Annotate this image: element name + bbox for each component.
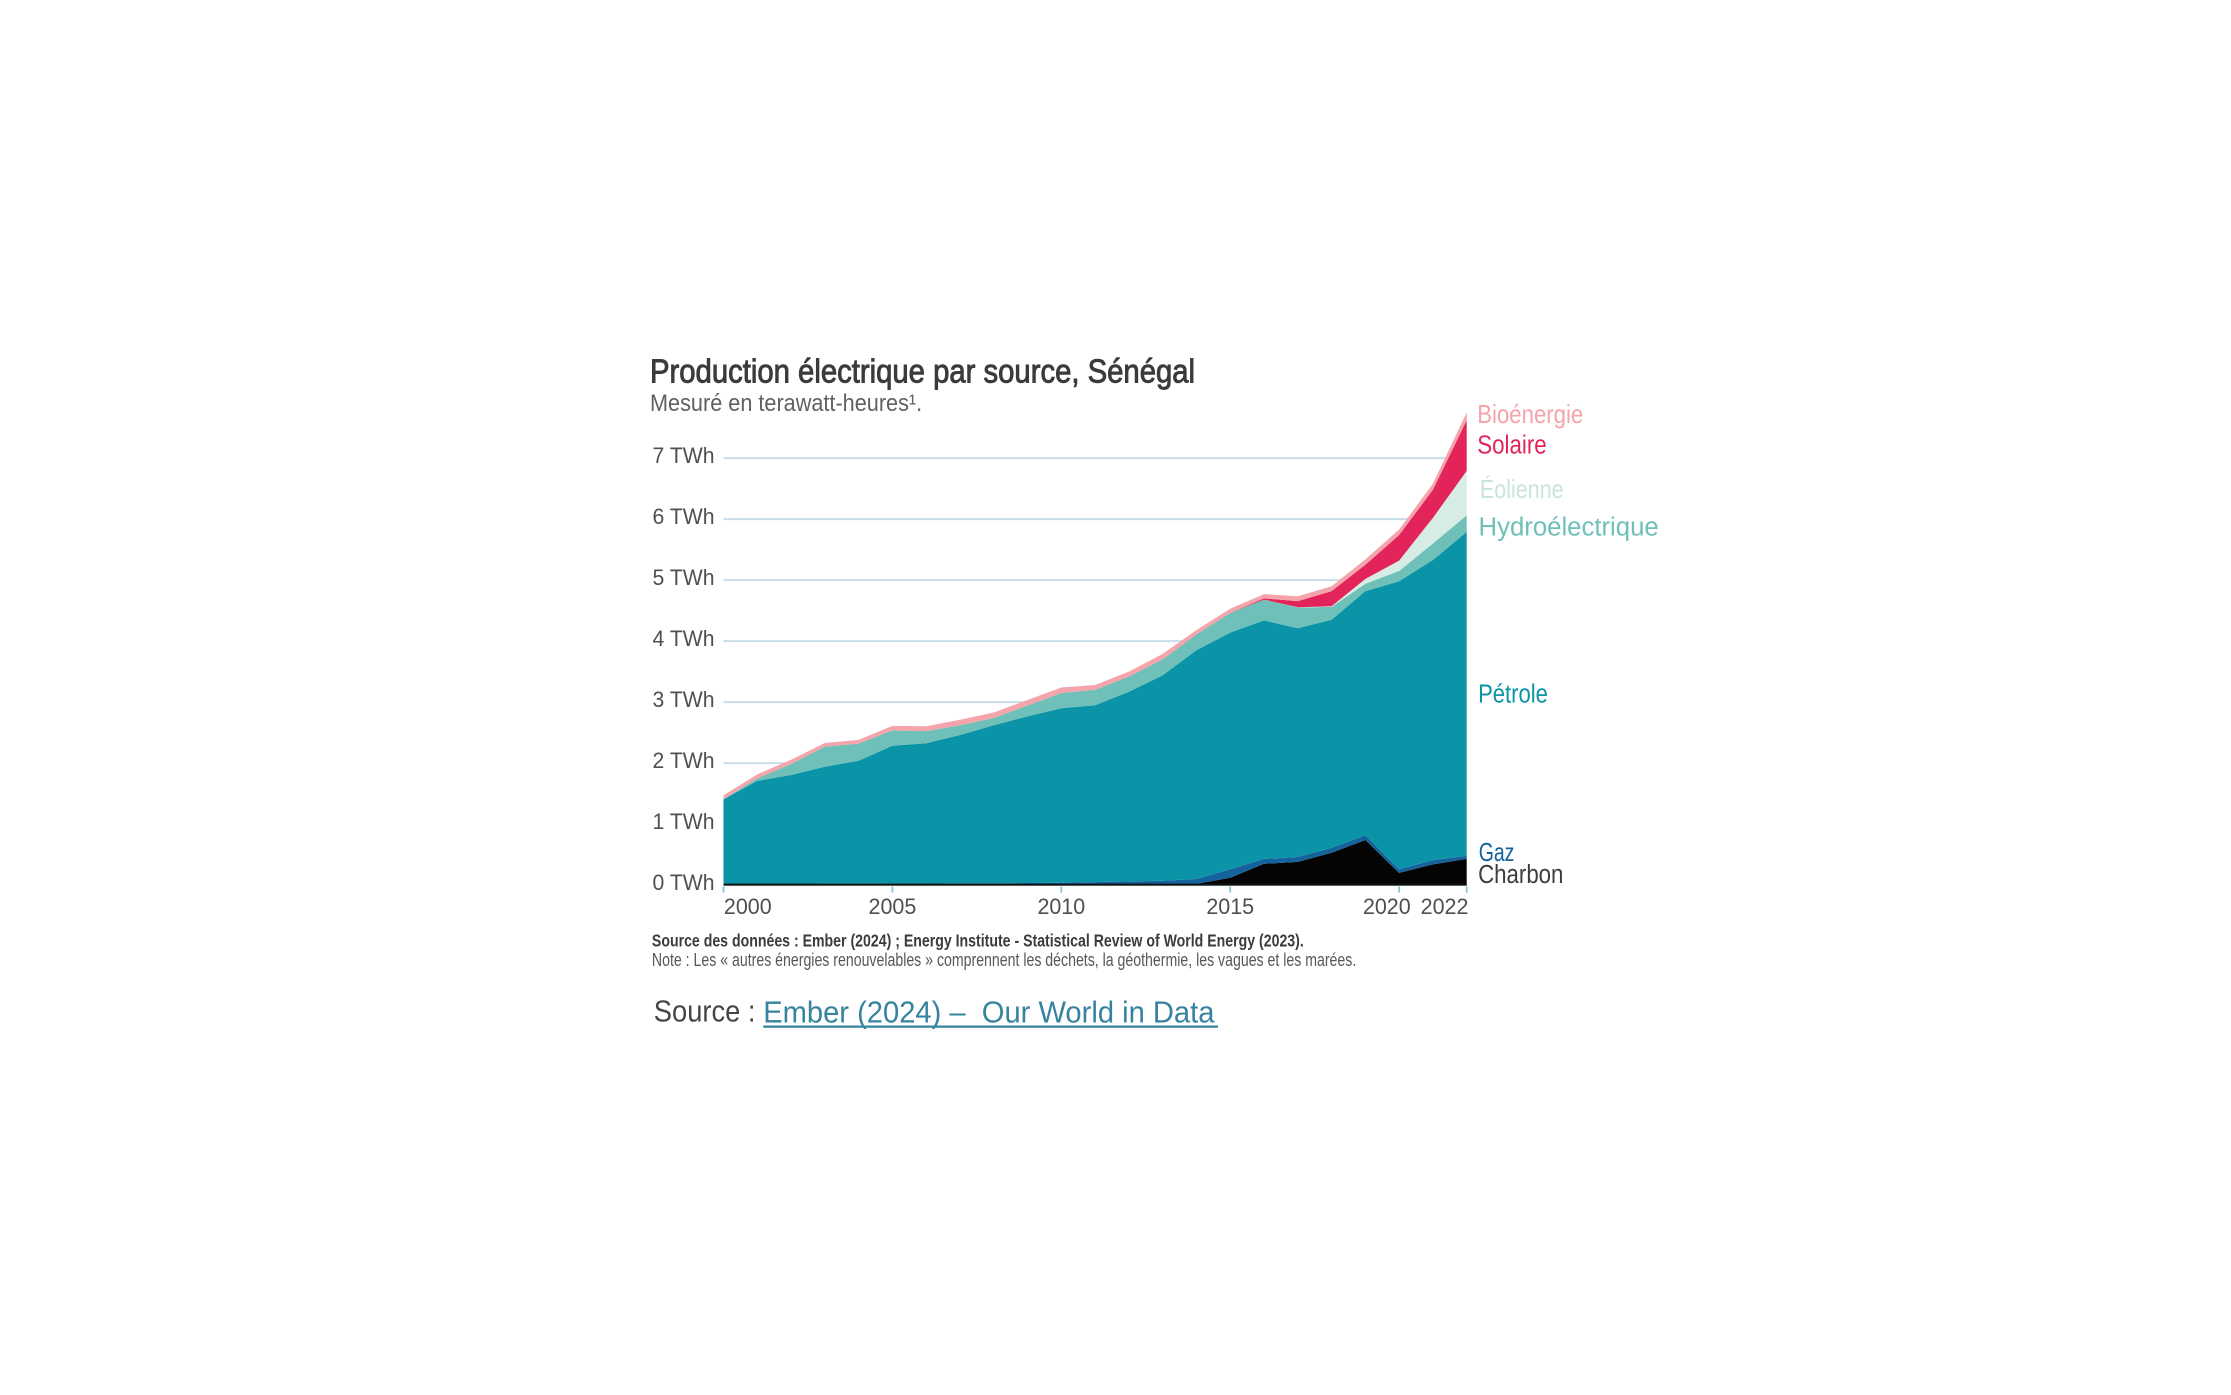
- svg-text:1 TWh: 1 TWh: [653, 809, 715, 834]
- svg-text:Hydroélectrique: Hydroélectrique: [1479, 513, 1659, 541]
- svg-text:Production électrique par sour: Production électrique par source, Sénéga…: [650, 353, 1195, 390]
- svg-text:0 TWh: 0 TWh: [653, 870, 715, 895]
- svg-text:7 TWh: 7 TWh: [653, 443, 715, 468]
- svg-text:5 TWh: 5 TWh: [653, 565, 715, 590]
- svg-text:Source :: Source :: [654, 995, 763, 1029]
- svg-text:Solaire: Solaire: [1477, 431, 1546, 460]
- svg-text:Mesuré en terawatt-heures¹.: Mesuré en terawatt-heures¹.: [650, 389, 922, 416]
- svg-text:Éolienne: Éolienne: [1480, 475, 1564, 504]
- svg-text:2022: 2022: [1421, 894, 1469, 919]
- svg-text:Gaz: Gaz: [1479, 837, 1515, 866]
- svg-text:Charbon: Charbon: [1478, 860, 1563, 889]
- svg-text:2015: 2015: [1206, 894, 1254, 919]
- svg-text:Source des données : Ember (20: Source des données : Ember (2024) ; Ener…: [652, 931, 1304, 951]
- svg-text:4 TWh: 4 TWh: [653, 626, 715, 651]
- svg-text:6 TWh: 6 TWh: [653, 504, 715, 529]
- svg-text:3 TWh: 3 TWh: [653, 687, 715, 712]
- svg-text:Note : Les « autres énergies r: Note : Les « autres énergies renouvelabl…: [652, 950, 1356, 970]
- svg-text:Pétrole: Pétrole: [1478, 680, 1548, 709]
- svg-text:Bioénergie: Bioénergie: [1477, 400, 1583, 429]
- svg-text:2005: 2005: [869, 894, 917, 919]
- svg-text:Ember (2024) – Our World in D: Ember (2024) – Our World in Data: [763, 996, 1214, 1030]
- svg-text:2010: 2010: [1037, 894, 1085, 919]
- svg-text:2 TWh: 2 TWh: [653, 748, 715, 773]
- svg-text:2000: 2000: [724, 894, 772, 919]
- svg-text:2020: 2020: [1363, 894, 1411, 919]
